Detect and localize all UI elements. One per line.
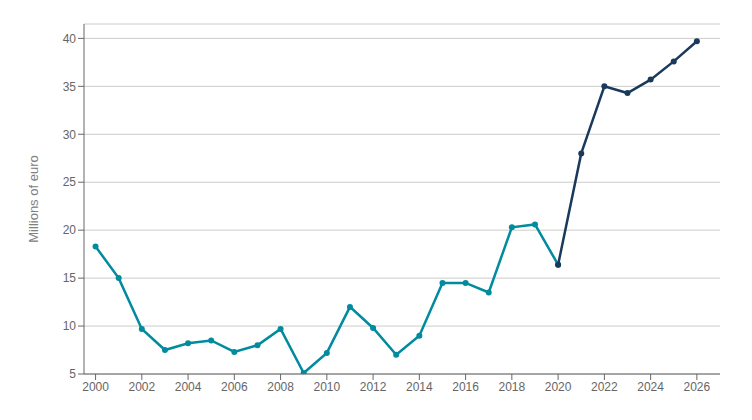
svg-text:2000: 2000 — [82, 380, 109, 394]
svg-text:2004: 2004 — [175, 380, 202, 394]
svg-text:2024: 2024 — [637, 380, 664, 394]
svg-text:2026: 2026 — [684, 380, 711, 394]
svg-text:35: 35 — [63, 80, 77, 94]
svg-text:40: 40 — [63, 32, 77, 46]
svg-text:2002: 2002 — [128, 380, 155, 394]
svg-text:Millions of euro: Millions of euro — [26, 155, 41, 242]
svg-text:25: 25 — [63, 175, 77, 189]
svg-text:2020: 2020 — [545, 380, 572, 394]
svg-text:15: 15 — [63, 271, 77, 285]
svg-text:2008: 2008 — [267, 380, 294, 394]
svg-text:2016: 2016 — [452, 380, 479, 394]
svg-text:2012: 2012 — [360, 380, 387, 394]
svg-text:2022: 2022 — [591, 380, 618, 394]
svg-text:2006: 2006 — [221, 380, 248, 394]
svg-text:2018: 2018 — [499, 380, 526, 394]
svg-text:2014: 2014 — [406, 380, 433, 394]
svg-text:5: 5 — [69, 367, 76, 381]
svg-text:30: 30 — [63, 128, 77, 142]
svg-text:20: 20 — [63, 223, 77, 237]
svg-text:10: 10 — [63, 319, 77, 333]
svg-text:2010: 2010 — [313, 380, 340, 394]
